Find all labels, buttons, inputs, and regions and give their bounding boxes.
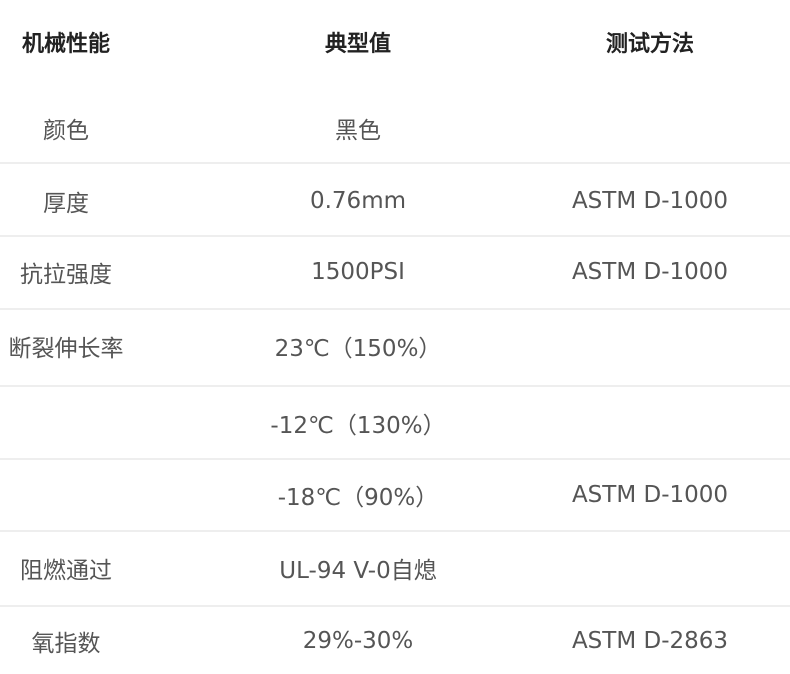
- method-cell: ASTM D-1000: [571, 482, 729, 508]
- method-cell: ASTM D-2863: [571, 628, 729, 654]
- value-cell: 1500PSI: [311, 259, 405, 285]
- property-cell: 氧指数: [31, 631, 101, 657]
- header-property: 机械性能: [21, 32, 111, 57]
- method-cell: ASTM D-1000: [571, 259, 729, 285]
- row-divider: [0, 385, 790, 387]
- row-divider: [0, 162, 790, 164]
- row-divider: [0, 530, 790, 532]
- value-cell: 0.76mm: [309, 188, 407, 214]
- property-cell: 阻燃通过: [20, 558, 112, 584]
- value-cell: 黑色: [335, 118, 381, 144]
- property-cell: 抗拉强度: [20, 262, 112, 288]
- header-value: 典型值: [324, 32, 392, 57]
- value-cell: -18℃（90%）: [277, 485, 439, 511]
- value-cell: -12℃（130%）: [270, 413, 446, 439]
- value-cell: 23℃（150%）: [274, 336, 442, 362]
- header-method: 测试方法: [605, 32, 695, 57]
- row-divider: [0, 308, 790, 310]
- property-cell: 厚度: [43, 191, 89, 217]
- property-cell: 断裂伸长率: [8, 336, 124, 362]
- row-divider: [0, 458, 790, 460]
- property-cell: 颜色: [43, 118, 89, 144]
- method-cell: ASTM D-1000: [571, 188, 729, 214]
- row-divider: [0, 235, 790, 237]
- value-cell: 29%-30%: [302, 628, 414, 654]
- value-cell: UL-94 V-0自熄: [279, 558, 437, 584]
- row-divider: [0, 605, 790, 607]
